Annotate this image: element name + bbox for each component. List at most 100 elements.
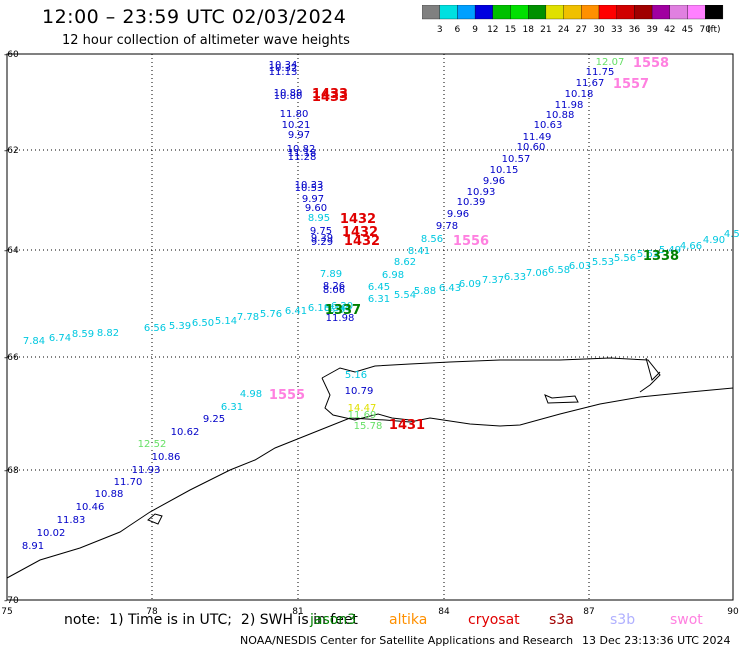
legend-item-cryosat: cryosat [468, 612, 520, 628]
wave-height-label: 8.26 [323, 281, 345, 292]
wave-height-label: 10.02 [37, 528, 66, 539]
latitude-label: -70 [4, 596, 19, 606]
wave-height-label: 6.74 [49, 333, 71, 344]
colorbar-tick-label: 45 [682, 25, 693, 35]
wave-height-label: 11.49 [523, 132, 552, 143]
pass-time-label: 1555 [269, 388, 305, 403]
wave-height-label: 11.18 [288, 148, 317, 159]
colorbar-tick-label: 70 [699, 25, 711, 35]
wave-height-label: 10.86 [152, 452, 181, 463]
wave-height-colorbar: 3 6 9 12 15 18 21 24 27 30 33 36 39 42 45 70(ft) [422, 5, 724, 35]
pass-time-labels: 1433143314321432143213371338155615551557… [269, 56, 679, 433]
colorbar-tick-label: 3 [437, 25, 443, 35]
colorbar-tick-label: 36 [629, 25, 641, 35]
wave-height-label: 10.82 [287, 144, 316, 155]
latitude-label: -60 [4, 50, 19, 60]
wave-height-label: 11.28 [288, 152, 317, 163]
wave-height-label: 4.53 [724, 229, 740, 240]
wave-height-label: 5.14 [215, 316, 237, 327]
map-frame [6, 53, 734, 601]
wave-height-label: 5.49 [659, 245, 681, 256]
wave-height-label: 6.58 [548, 265, 570, 276]
wave-height-label: 15.78 [354, 421, 383, 432]
wave-height-label: 10.34 [269, 60, 298, 71]
map-title: 12:00 – 23:59 UTC 02/03/2024 [42, 6, 347, 28]
antarctic-coastline [6, 357, 734, 579]
colorbar-tick-label: 12 [487, 25, 498, 35]
wave-height-label: 10.60 [517, 142, 546, 153]
wave-height-label: 10.88 [546, 110, 575, 121]
wave-height-label: 10.80 [274, 91, 303, 102]
wave-height-label: 5.63 [637, 249, 659, 260]
legend-item-jason3: jason3 [310, 612, 357, 628]
credit-line: NOAA/NESDIS Center for Satellite Applica… [240, 634, 574, 647]
wave-height-label: 11.93 [132, 465, 161, 476]
wave-height-label: 6.98 [382, 270, 404, 281]
longitude-label: 90 [727, 607, 739, 617]
wave-height-label: 7.84 [23, 336, 45, 347]
legend-item-altika: altika [389, 612, 428, 628]
wave-height-label: 9.29 [311, 237, 333, 248]
wave-height-label: 10.57 [502, 154, 531, 165]
wave-height-label: 6.18 [308, 303, 330, 314]
legend-item-swot: swot [670, 612, 703, 628]
wave-height-label: 9.97 [302, 194, 324, 205]
legend-item-s3b: s3b [610, 612, 636, 628]
wave-height-label: 6.33 [504, 272, 526, 283]
wave-height-label: 6.50 [192, 318, 214, 329]
wave-height-label: 4.90 [703, 235, 725, 246]
wave-height-label: 11.98 [555, 100, 584, 111]
generated-timestamp: 13 Dec 23:13:36 UTC 2024 [582, 634, 731, 647]
wave-height-label: 7.78 [237, 312, 259, 323]
wave-height-label: 9.60 [305, 203, 327, 214]
wave-height-label: 8.62 [394, 257, 416, 268]
wave-height-label: 11.98 [326, 313, 355, 324]
wave-height-label: 10.93 [467, 187, 496, 198]
colorbar-tick-label: 27 [576, 25, 587, 35]
wave-height-label: 6.31 [368, 294, 390, 305]
wave-height-label: 5.76 [260, 309, 282, 320]
pass-time-label: 1558 [633, 56, 669, 71]
wave-height-label: 6.99 [329, 305, 351, 316]
colorbar-tick-label: 24 [558, 25, 570, 35]
wave-height-label: 6.09 [459, 279, 481, 290]
colorbar-tick-label: 39 [646, 25, 658, 35]
latitude-label: -68 [4, 466, 19, 476]
pass-time-label: 1556 [453, 234, 489, 249]
wave-height-label: 5.56 [614, 253, 636, 264]
wave-height-label: 11.13 [269, 67, 298, 78]
wave-height-label: 10.39 [457, 197, 486, 208]
wave-height-label: 9.25 [203, 414, 225, 425]
colorbar-tick-label: 18 [522, 25, 534, 35]
pass-time-label: 1338 [643, 249, 679, 264]
map-subtitle: 12 hour collection of altimeter wave hei… [62, 33, 350, 48]
pass-time-label: 1433 [312, 90, 348, 105]
wave-height-label: 6.34 [324, 303, 346, 314]
wave-height-label: 11.83 [57, 515, 86, 526]
latitude-label: -66 [4, 353, 19, 363]
wave-height-label: 11.75 [586, 67, 615, 78]
wave-height-label: 11.67 [576, 78, 605, 89]
wave-height-label: 9.78 [436, 221, 458, 232]
wave-height-label: 9.39 [311, 233, 333, 244]
wave-height-label: 6.56 [144, 323, 166, 334]
pass-time-label: 1557 [613, 77, 649, 92]
wave-height-label: 10.46 [76, 502, 105, 513]
wave-height-label: 7.06 [526, 268, 548, 279]
latitude-label: -62 [4, 146, 19, 156]
wave-height-label: 8.82 [97, 328, 119, 339]
wave-height-label: 10.89 [274, 88, 303, 99]
wave-height-label: 8.59 [72, 329, 94, 340]
latitude-label: -64 [4, 246, 19, 256]
colorbar-tick-label: 21 [540, 25, 551, 35]
pass-time-label: 1337 [325, 303, 361, 318]
wave-height-label: 11.69 [348, 410, 377, 421]
wave-height-label: 4.98 [240, 389, 262, 400]
colorbar-tick-label: 9 [472, 25, 478, 35]
wave-height-label: 10.21 [282, 120, 311, 131]
pass-time-label: 1432 [344, 234, 380, 249]
legend-item-s3a: s3a [549, 612, 574, 628]
wave-height-label: 6.45 [368, 282, 390, 293]
